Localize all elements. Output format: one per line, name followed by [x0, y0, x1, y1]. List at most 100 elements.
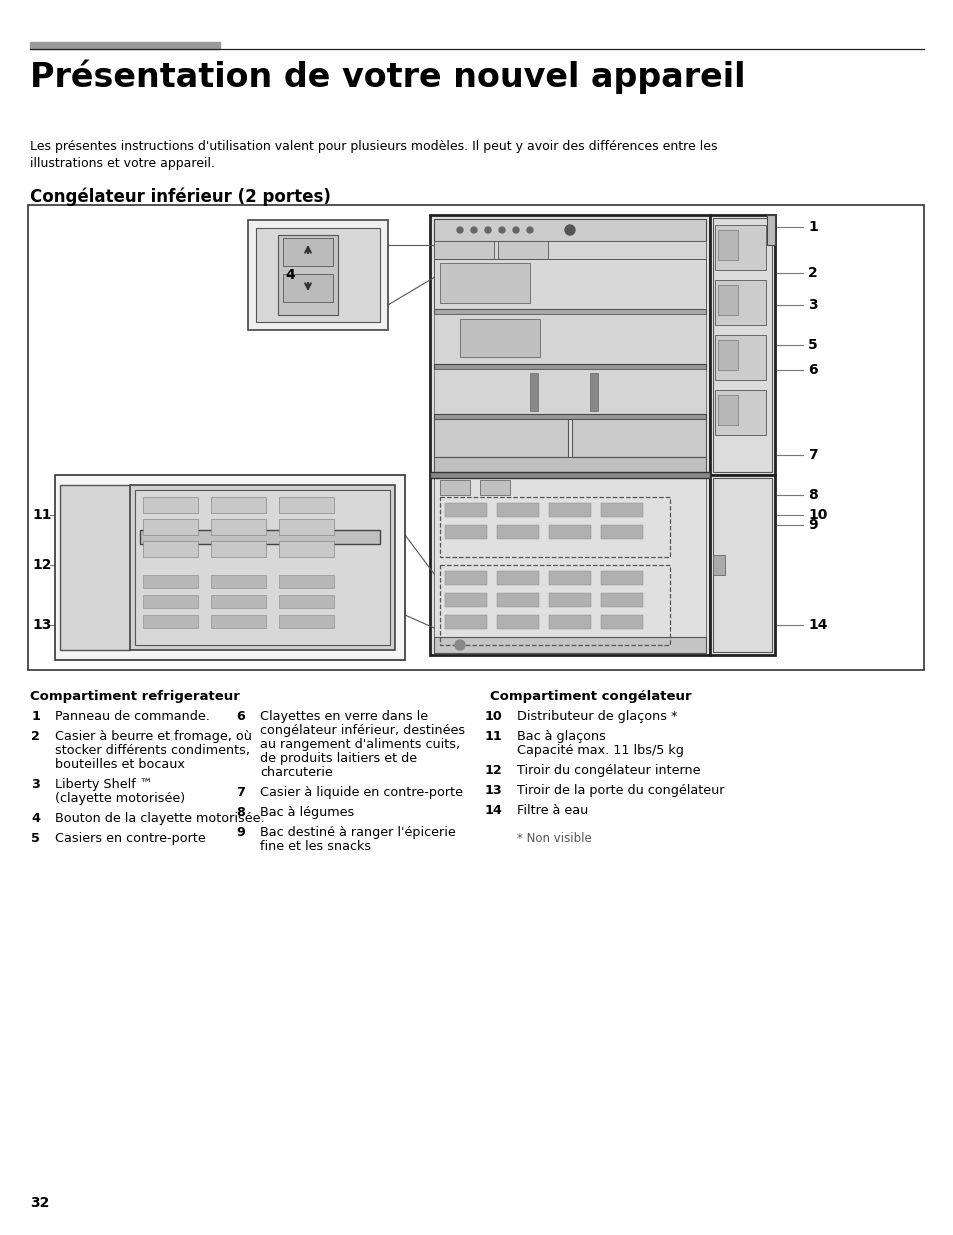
- Text: 11: 11: [32, 508, 51, 522]
- Bar: [444, 615, 486, 629]
- Bar: [444, 571, 486, 585]
- Bar: [278, 496, 334, 513]
- Bar: [600, 615, 642, 629]
- Bar: [211, 576, 266, 588]
- Text: 5: 5: [31, 832, 40, 845]
- Circle shape: [564, 225, 575, 235]
- Bar: [140, 530, 379, 543]
- Bar: [718, 340, 738, 370]
- Bar: [434, 414, 705, 419]
- Text: Tiroir de la porte du congélateur: Tiroir de la porte du congélateur: [517, 784, 723, 797]
- Bar: [548, 571, 590, 585]
- Circle shape: [471, 227, 476, 233]
- Bar: [497, 241, 547, 259]
- Text: fine et les snacks: fine et les snacks: [260, 840, 371, 853]
- Bar: [439, 263, 530, 303]
- Text: Présentation de votre nouvel appareil: Présentation de votre nouvel appareil: [30, 61, 744, 95]
- Bar: [444, 593, 486, 606]
- Bar: [430, 215, 709, 655]
- Bar: [718, 285, 738, 315]
- Circle shape: [455, 640, 464, 650]
- Text: * Non visible: * Non visible: [517, 832, 591, 845]
- Text: Distributeur de glaçons *: Distributeur de glaçons *: [517, 710, 677, 722]
- Bar: [278, 519, 334, 535]
- Bar: [143, 541, 198, 557]
- Bar: [143, 615, 198, 629]
- Text: Compartiment refrigerateur: Compartiment refrigerateur: [30, 690, 239, 703]
- Bar: [278, 595, 334, 608]
- Text: Tiroir du congélateur interne: Tiroir du congélateur interne: [517, 764, 700, 777]
- Bar: [497, 615, 538, 629]
- Text: Bac à légumes: Bac à légumes: [260, 806, 354, 819]
- Bar: [548, 503, 590, 517]
- Text: 4: 4: [30, 811, 40, 825]
- Bar: [497, 503, 538, 517]
- Text: 14: 14: [807, 618, 826, 632]
- Circle shape: [513, 227, 518, 233]
- Bar: [548, 525, 590, 538]
- Text: Bouton de la clayette motorisée.: Bouton de la clayette motorisée.: [55, 811, 264, 825]
- Bar: [30, 42, 220, 49]
- Text: Les présentes instructions d'utilisation valent pour plusieurs modèles. Il peut : Les présentes instructions d'utilisation…: [30, 140, 717, 153]
- Circle shape: [498, 227, 504, 233]
- Text: Casiers en contre-porte: Casiers en contre-porte: [55, 832, 206, 845]
- Bar: [434, 478, 705, 638]
- Bar: [434, 369, 705, 414]
- Text: au rangement d'aliments cuits,: au rangement d'aliments cuits,: [260, 739, 459, 751]
- Text: 7: 7: [807, 448, 817, 462]
- Text: 12: 12: [484, 764, 501, 777]
- Text: 1: 1: [807, 220, 817, 233]
- Text: 4: 4: [285, 268, 294, 282]
- Bar: [712, 219, 771, 472]
- Bar: [434, 219, 705, 241]
- Circle shape: [526, 227, 533, 233]
- Bar: [530, 373, 537, 411]
- Text: Clayettes en verre dans le: Clayettes en verre dans le: [260, 710, 428, 722]
- Bar: [135, 490, 390, 645]
- Bar: [600, 503, 642, 517]
- Bar: [479, 480, 510, 495]
- Text: charcuterie: charcuterie: [260, 766, 333, 779]
- Bar: [718, 230, 738, 261]
- Text: 3: 3: [807, 298, 817, 312]
- Bar: [434, 364, 705, 369]
- Bar: [434, 241, 705, 259]
- Text: Casier à liquide en contre-porte: Casier à liquide en contre-porte: [260, 785, 462, 799]
- Text: 11: 11: [484, 730, 501, 743]
- Bar: [714, 280, 765, 325]
- Bar: [430, 472, 709, 478]
- Bar: [709, 215, 774, 475]
- Bar: [211, 541, 266, 557]
- Text: Bac à glaçons: Bac à glaçons: [517, 730, 605, 743]
- Text: 14: 14: [483, 804, 501, 818]
- Text: 13: 13: [32, 618, 51, 632]
- Text: 1: 1: [31, 710, 40, 722]
- Bar: [439, 564, 669, 645]
- Text: 3: 3: [31, 778, 40, 790]
- Bar: [718, 395, 738, 425]
- Text: 6: 6: [236, 710, 245, 722]
- Bar: [766, 215, 774, 245]
- Text: de produits laitiers et de: de produits laitiers et de: [260, 752, 416, 764]
- Bar: [55, 475, 405, 659]
- Bar: [283, 274, 333, 303]
- Text: stocker différents condiments,: stocker différents condiments,: [55, 743, 250, 757]
- Bar: [278, 615, 334, 629]
- Bar: [434, 637, 705, 653]
- Bar: [211, 519, 266, 535]
- Text: 2: 2: [807, 266, 817, 280]
- Text: 2: 2: [31, 730, 40, 743]
- Bar: [497, 525, 538, 538]
- Bar: [712, 478, 771, 652]
- Bar: [600, 571, 642, 585]
- Bar: [28, 205, 923, 671]
- Bar: [439, 480, 470, 495]
- Bar: [712, 555, 724, 576]
- Bar: [434, 241, 494, 259]
- Text: (clayette motorisée): (clayette motorisée): [55, 792, 185, 805]
- Bar: [714, 390, 765, 435]
- Text: 6: 6: [807, 363, 817, 377]
- Text: 5: 5: [807, 338, 817, 352]
- Bar: [434, 309, 705, 314]
- Bar: [143, 595, 198, 608]
